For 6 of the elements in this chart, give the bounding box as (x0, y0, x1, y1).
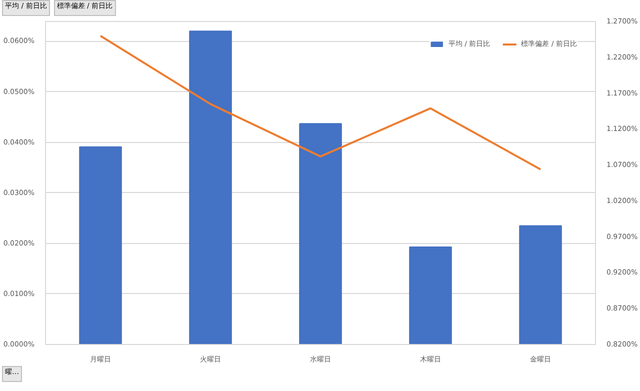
bar (79, 146, 122, 344)
bar (299, 123, 342, 344)
line-series (100, 34, 542, 170)
bar (409, 246, 452, 344)
bar (189, 30, 232, 344)
bar (519, 225, 562, 344)
